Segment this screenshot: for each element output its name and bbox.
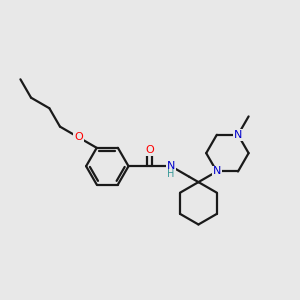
- Text: N: N: [234, 130, 242, 140]
- Text: H: H: [167, 169, 175, 179]
- Text: N: N: [167, 161, 175, 171]
- Text: N: N: [213, 167, 221, 176]
- Text: O: O: [145, 145, 154, 155]
- Text: O: O: [74, 132, 83, 142]
